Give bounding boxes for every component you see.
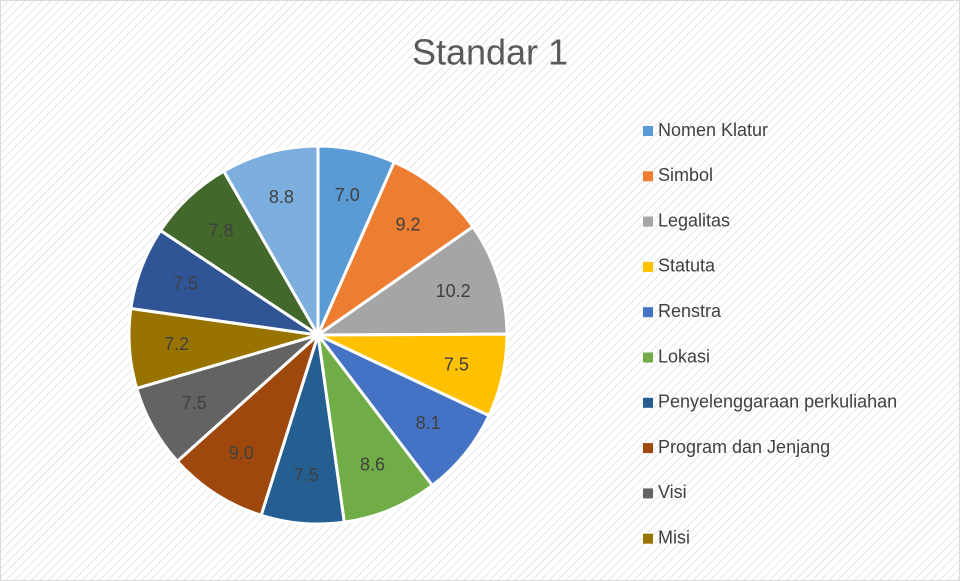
legend-label: Nomen Klatur xyxy=(658,120,768,140)
data-label: 7.5 xyxy=(294,465,319,485)
data-label: 7.8 xyxy=(208,220,233,240)
pie-slice xyxy=(313,224,509,337)
pie-slice xyxy=(315,329,435,524)
data-label: 8.8 xyxy=(269,187,294,207)
pie-slice xyxy=(175,330,322,518)
chart-title: Standar 1 xyxy=(412,32,568,73)
legend-label: Lokasi xyxy=(658,346,710,366)
data-label: 7.0 xyxy=(335,185,360,205)
legend-label: Legalitas xyxy=(658,210,730,230)
data-label: 10.2 xyxy=(436,281,471,301)
data-label: 7.5 xyxy=(173,273,198,293)
legend-label: Visi xyxy=(658,482,687,502)
legend-label: Simbol xyxy=(658,165,713,185)
legend-swatch xyxy=(643,397,653,408)
legend-swatch xyxy=(643,352,653,363)
legend-swatch xyxy=(643,443,653,454)
data-label: 7.5 xyxy=(444,354,469,374)
legend-label: Statuta xyxy=(658,256,716,276)
legend-swatch xyxy=(643,171,653,182)
legend-swatch xyxy=(643,261,653,272)
legend-label: Program dan Jenjang xyxy=(658,437,830,457)
data-label: 8.1 xyxy=(416,413,441,433)
pie-slice xyxy=(221,144,320,341)
data-label: 7.2 xyxy=(164,334,189,354)
legend-swatch xyxy=(643,488,653,499)
legend-label: Renstra xyxy=(658,301,722,321)
legend-swatch xyxy=(643,307,653,318)
legend-swatch xyxy=(643,216,653,227)
pie-slice xyxy=(314,160,476,340)
legend-label: Penyelenggaraan perkuliahan xyxy=(658,392,897,412)
data-label: 7.5 xyxy=(182,393,207,413)
legend-label: Misi xyxy=(658,527,690,547)
legend-swatch xyxy=(643,533,653,544)
legend-swatch xyxy=(643,126,653,136)
data-label: 8.6 xyxy=(360,455,385,475)
data-label: 9.0 xyxy=(229,443,254,463)
data-label: 9.2 xyxy=(396,214,421,234)
